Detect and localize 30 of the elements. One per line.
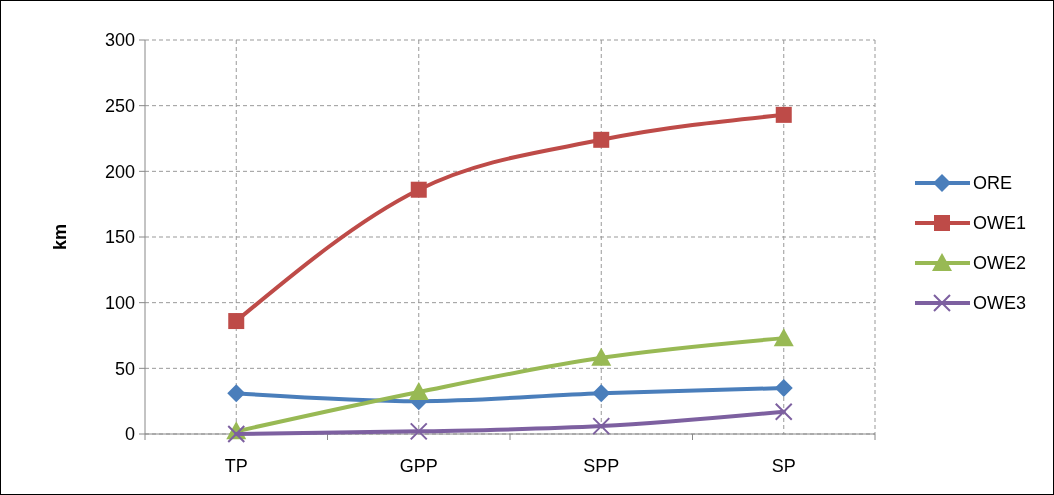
point bbox=[228, 313, 245, 330]
x-tick-label: SP bbox=[771, 456, 796, 476]
y-tick-label: 250 bbox=[104, 95, 135, 116]
legend-label: OWE1 bbox=[973, 213, 1027, 234]
x-tick-label: GPP bbox=[399, 456, 438, 476]
point bbox=[774, 379, 793, 398]
y-tick-label: 50 bbox=[114, 358, 135, 379]
x-tick-label: SPP bbox=[583, 456, 620, 476]
point bbox=[410, 181, 427, 198]
point bbox=[592, 384, 611, 403]
legend-label: OWE3 bbox=[973, 293, 1027, 314]
legend-label: ORE bbox=[973, 173, 1013, 194]
y-axis-title: km bbox=[50, 223, 70, 251]
point bbox=[593, 131, 610, 148]
point bbox=[227, 425, 246, 443]
y-tick-label: 300 bbox=[104, 30, 135, 51]
point bbox=[408, 381, 429, 400]
point bbox=[774, 402, 793, 421]
point bbox=[775, 106, 792, 123]
legend-label: OWE2 bbox=[973, 253, 1027, 274]
y-tick-label: 0 bbox=[124, 424, 135, 445]
point bbox=[227, 384, 246, 403]
point bbox=[591, 347, 612, 366]
x-tick-label: TP bbox=[224, 456, 248, 476]
point bbox=[409, 422, 428, 441]
y-tick-label: 100 bbox=[104, 292, 135, 313]
point bbox=[592, 417, 611, 436]
y-tick-label: 200 bbox=[104, 161, 135, 182]
point bbox=[773, 328, 794, 347]
y-tick-label: 150 bbox=[104, 227, 135, 248]
